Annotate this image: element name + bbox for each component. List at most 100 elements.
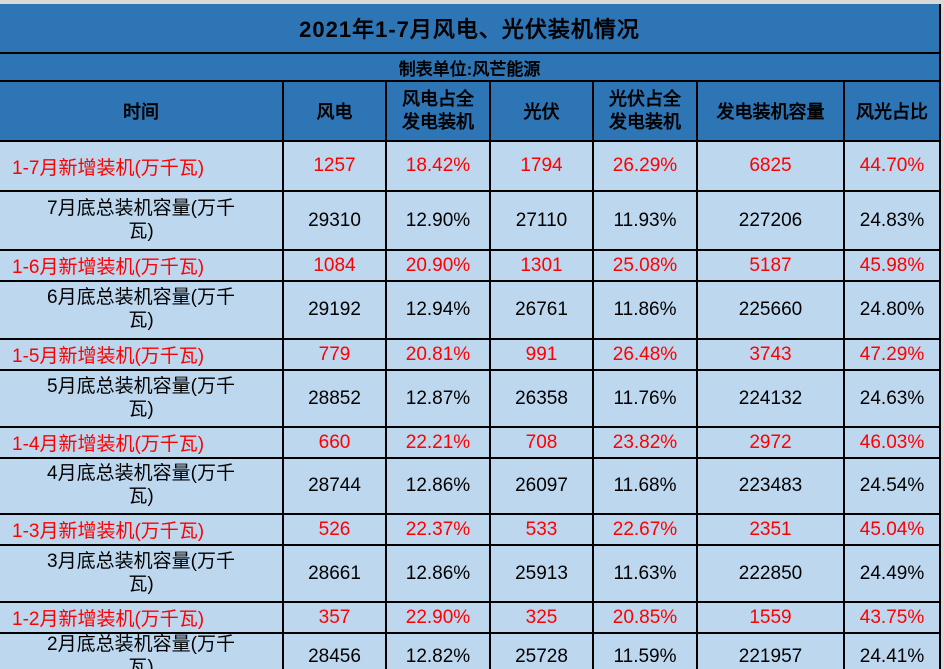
cell-wind: 28456 bbox=[282, 632, 387, 669]
cell-windsolar-ratio: 45.98% bbox=[842, 249, 942, 282]
cell-wind-share: 12.82% bbox=[385, 632, 491, 669]
table-subtitle: 制表单位:风芒能源 bbox=[0, 52, 942, 82]
cell-solar-share: 22.67% bbox=[592, 513, 698, 546]
table-row: 1-7月新增装机(万千瓦) 1257 18.42% 1794 26.29% 68… bbox=[0, 140, 942, 192]
cell-solar: 1794 bbox=[489, 140, 594, 192]
cell-solar-share: 20.85% bbox=[592, 601, 698, 634]
cell-gen-capacity: 6825 bbox=[696, 140, 845, 192]
cell-wind-share: 20.90% bbox=[385, 249, 491, 282]
cell-gen-capacity: 225660 bbox=[696, 280, 845, 340]
cell-gen-capacity: 223483 bbox=[696, 457, 845, 515]
cell-solar-share: 11.68% bbox=[592, 457, 698, 515]
row-label: 1-5月新增装机(万千瓦) bbox=[0, 338, 284, 371]
col-header-solar-share: 光伏占全发电装机 bbox=[592, 80, 698, 142]
cell-gen-capacity: 224132 bbox=[696, 369, 845, 428]
cell-wind: 1257 bbox=[282, 140, 387, 192]
row-label: 1-4月新增装机(万千瓦) bbox=[0, 426, 284, 459]
table-row: 5月底总装机容量(万千瓦) 28852 12.87% 26358 11.76% … bbox=[0, 369, 942, 428]
title-row: 2021年1-7月风电、光伏装机情况 bbox=[0, 4, 942, 54]
table-row: 3月底总装机容量(万千瓦) 28661 12.86% 25913 11.63% … bbox=[0, 544, 942, 603]
cell-wind-share: 12.90% bbox=[385, 190, 491, 251]
cell-windsolar-ratio: 24.49% bbox=[842, 544, 942, 603]
cell-solar-share: 11.63% bbox=[592, 544, 698, 603]
row-label: 7月底总装机容量(万千瓦) bbox=[0, 190, 284, 251]
row-label-text: 3月底总装机容量(万千瓦) bbox=[47, 550, 235, 595]
table-row: 1-4月新增装机(万千瓦) 660 22.21% 708 23.82% 2972… bbox=[0, 426, 942, 459]
cell-wind: 28661 bbox=[282, 544, 387, 603]
col-header-wind: 风电 bbox=[282, 80, 387, 142]
cell-wind: 29192 bbox=[282, 280, 387, 340]
cell-windsolar-ratio: 46.03% bbox=[842, 426, 942, 459]
cell-solar-share: 23.82% bbox=[592, 426, 698, 459]
row-label-text: 4月底总装机容量(万千瓦) bbox=[47, 463, 235, 507]
cell-windsolar-ratio: 43.75% bbox=[842, 601, 942, 634]
cell-windsolar-ratio: 24.83% bbox=[842, 190, 942, 251]
row-label-text: 5月底总装机容量(万千瓦) bbox=[47, 375, 235, 420]
cell-solar: 25728 bbox=[489, 632, 594, 669]
col-header-solar-share-label: 光伏占全发电装机 bbox=[609, 88, 681, 132]
column-header-row: 时间 风电 风电占全发电装机 光伏 光伏占全发电装机 发电装机容量 风光占比 bbox=[0, 80, 942, 142]
cell-wind: 1084 bbox=[282, 249, 387, 282]
table-title: 2021年1-7月风电、光伏装机情况 bbox=[0, 4, 942, 54]
cell-solar-share: 26.48% bbox=[592, 338, 698, 371]
cell-wind: 779 bbox=[282, 338, 387, 371]
row-label-text: 7月底总装机容量(万千瓦) bbox=[47, 197, 235, 242]
row-label: 1-7月新增装机(万千瓦) bbox=[0, 140, 284, 192]
subtitle-row: 制表单位:风芒能源 bbox=[0, 52, 942, 82]
cell-solar-share: 11.93% bbox=[592, 190, 698, 251]
cell-solar: 708 bbox=[489, 426, 594, 459]
cell-solar: 325 bbox=[489, 601, 594, 634]
cell-wind-share: 22.37% bbox=[385, 513, 491, 546]
cell-wind-share: 12.86% bbox=[385, 457, 491, 515]
cell-wind-share: 18.42% bbox=[385, 140, 491, 192]
row-label: 1-6月新增装机(万千瓦) bbox=[0, 249, 284, 282]
table-row: 1-2月新增装机(万千瓦) 357 22.90% 325 20.85% 1559… bbox=[0, 601, 942, 634]
cell-windsolar-ratio: 45.04% bbox=[842, 513, 942, 546]
row-label: 1-3月新增装机(万千瓦) bbox=[0, 513, 284, 546]
col-header-wind-share-label: 风电占全发电装机 bbox=[402, 88, 474, 132]
table-row: 1-3月新增装机(万千瓦) 526 22.37% 533 22.67% 2351… bbox=[0, 513, 942, 546]
cell-wind: 526 bbox=[282, 513, 387, 546]
table-row: 2月底总装机容量(万千瓦) 28456 12.82% 25728 11.59% … bbox=[0, 632, 942, 669]
cell-windsolar-ratio: 47.29% bbox=[842, 338, 942, 371]
cell-gen-capacity: 221957 bbox=[696, 632, 845, 669]
cell-wind-share: 12.86% bbox=[385, 544, 491, 603]
cell-solar: 27110 bbox=[489, 190, 594, 251]
table-row: 4月底总装机容量(万千瓦) 28744 12.86% 26097 11.68% … bbox=[0, 457, 942, 515]
cell-solar-share: 25.08% bbox=[592, 249, 698, 282]
cell-gen-capacity: 3743 bbox=[696, 338, 845, 371]
cell-windsolar-ratio: 44.70% bbox=[842, 140, 942, 192]
cell-solar-share: 11.76% bbox=[592, 369, 698, 428]
cell-gen-capacity: 5187 bbox=[696, 249, 845, 282]
col-header-windsolar-ratio: 风光占比 bbox=[842, 80, 942, 142]
cell-gen-capacity: 227206 bbox=[696, 190, 845, 251]
cell-wind-share: 12.87% bbox=[385, 369, 491, 428]
cell-wind: 28852 bbox=[282, 369, 387, 428]
row-label: 4月底总装机容量(万千瓦) bbox=[0, 457, 284, 515]
cell-wind: 28744 bbox=[282, 457, 387, 515]
row-label-text: 6月底总装机容量(万千瓦) bbox=[47, 287, 235, 331]
cell-solar-share: 26.29% bbox=[592, 140, 698, 192]
installation-table: 2021年1-7月风电、光伏装机情况 制表单位:风芒能源 时间 风电 风电占全发… bbox=[0, 4, 942, 669]
cell-gen-capacity: 222850 bbox=[696, 544, 845, 603]
table-row: 6月底总装机容量(万千瓦) 29192 12.94% 26761 11.86% … bbox=[0, 280, 942, 340]
cell-solar: 26761 bbox=[489, 280, 594, 340]
col-header-wind-share: 风电占全发电装机 bbox=[385, 80, 491, 142]
table-row: 7月底总装机容量(万千瓦) 29310 12.90% 27110 11.93% … bbox=[0, 190, 942, 251]
cell-solar: 25913 bbox=[489, 544, 594, 603]
cell-wind-share: 12.94% bbox=[385, 280, 491, 340]
row-label: 2月底总装机容量(万千瓦) bbox=[0, 632, 284, 669]
cell-solar: 991 bbox=[489, 338, 594, 371]
row-label: 5月底总装机容量(万千瓦) bbox=[0, 369, 284, 428]
cell-wind: 29310 bbox=[282, 190, 387, 251]
table-row: 1-5月新增装机(万千瓦) 779 20.81% 991 26.48% 3743… bbox=[0, 338, 942, 371]
cell-solar-share: 11.86% bbox=[592, 280, 698, 340]
row-label: 6月底总装机容量(万千瓦) bbox=[0, 280, 284, 340]
cell-wind: 357 bbox=[282, 601, 387, 634]
cell-solar: 26097 bbox=[489, 457, 594, 515]
table-row: 1-6月新增装机(万千瓦) 1084 20.90% 1301 25.08% 51… bbox=[0, 249, 942, 282]
cell-windsolar-ratio: 24.41% bbox=[842, 632, 942, 669]
col-header-gen-capacity: 发电装机容量 bbox=[696, 80, 845, 142]
cell-wind-share: 22.90% bbox=[385, 601, 491, 634]
